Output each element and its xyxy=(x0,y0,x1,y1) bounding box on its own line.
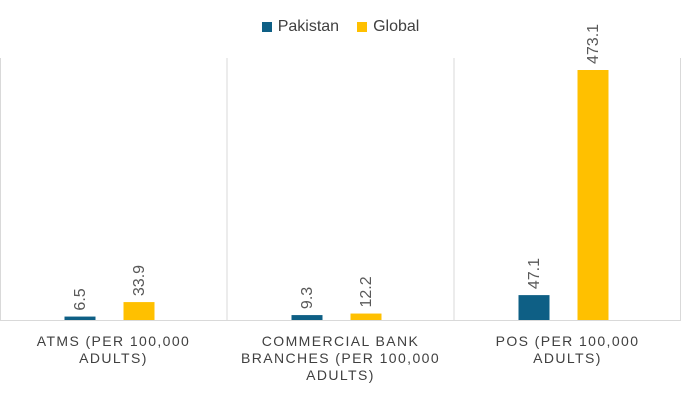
bar-global xyxy=(123,302,155,320)
category-label: ADULTS) xyxy=(79,350,148,366)
category-label: ADULTS) xyxy=(306,367,375,383)
bar-global xyxy=(350,313,382,320)
legend-swatch-pakistan xyxy=(261,22,272,32)
bar-pakistan xyxy=(291,315,323,320)
legend-label-global: Global xyxy=(373,18,420,35)
data-label-pakistan: 9.3 xyxy=(299,287,316,309)
bar-pakistan xyxy=(518,295,550,320)
category-label: ATMS (PER 100,000 xyxy=(37,333,191,349)
legend-swatch-global xyxy=(357,22,368,32)
legend-item-pakistan: Pakistan xyxy=(261,18,340,36)
data-label-pakistan: 47.1 xyxy=(526,258,543,289)
data-label-pakistan: 6.5 xyxy=(72,288,89,310)
data-label-global: 33.9 xyxy=(131,265,148,296)
bar-global xyxy=(577,70,609,320)
category-label: ADULTS) xyxy=(533,350,602,366)
legend-label-pakistan: Pakistan xyxy=(277,18,340,35)
category-label: POS (PER 100,000 xyxy=(496,333,640,349)
category-label: BRANCHES (PER 100,000 xyxy=(241,350,440,366)
data-label-global: 473.1 xyxy=(585,24,602,64)
bar-pakistan xyxy=(64,316,96,320)
data-label-global: 12.2 xyxy=(358,276,375,307)
legend: Pakistan Global xyxy=(0,18,681,36)
legend-item-global: Global xyxy=(357,18,419,36)
category-label: COMMERCIAL BANK xyxy=(262,333,419,349)
